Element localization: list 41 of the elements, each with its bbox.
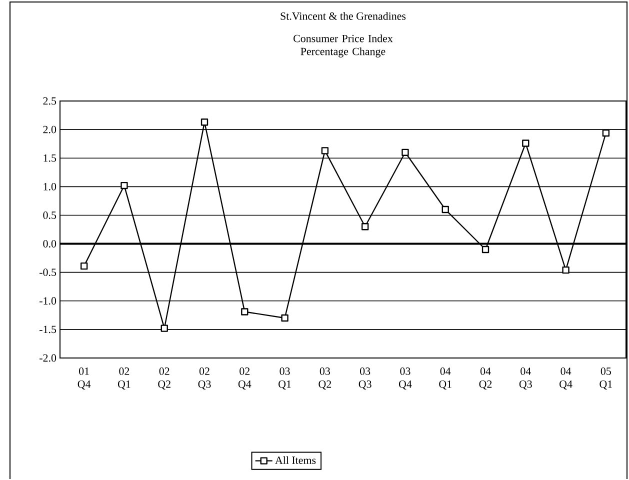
x-tick-label: 03 Q3: [358, 368, 372, 390]
point: [281, 314, 288, 322]
chart-subtitle: Consumer Price Index Percentage Change: [294, 34, 393, 58]
y-tick-label: -2.0: [40, 354, 56, 362]
point: [241, 308, 248, 316]
point: [442, 206, 449, 214]
x-tick-label: 04 Q1: [439, 368, 452, 390]
x-tick-label: 05 Q1: [600, 368, 612, 390]
y-tick-label: 0.5: [43, 212, 56, 220]
point: [200, 118, 208, 126]
x-tick-label: 03 Q4: [398, 368, 412, 390]
legend-label: All Items: [275, 456, 316, 464]
y-tick-label: 1.5: [44, 154, 56, 162]
point: [602, 130, 610, 137]
y-tick-label: -1.5: [40, 326, 56, 334]
point: [80, 262, 88, 270]
point: [361, 223, 369, 230]
point: [522, 140, 530, 148]
x-tick-label: 03 Q2: [318, 368, 332, 390]
point: [321, 147, 329, 155]
x-tick-label: 04 Q2: [479, 368, 492, 390]
y-tick-label: 2.0: [43, 126, 56, 134]
x-tick-label: 02 Q4: [238, 368, 252, 390]
chart-title: St.Vincent & the Grenadines: [280, 12, 406, 20]
y-tick-label: -0.5: [40, 268, 56, 276]
x-tick-label: 01 Q4: [78, 368, 91, 390]
y-tick-label: 2.5: [43, 98, 56, 105]
x-tick-label: 02 Q2: [158, 368, 170, 390]
point: [402, 149, 409, 156]
point: [482, 246, 490, 254]
x-tick-label: 02 Q1: [118, 368, 130, 390]
x-tick-label: 03 Q1: [278, 368, 291, 390]
x-tick-label: 04 Q4: [560, 368, 572, 390]
point: [120, 182, 128, 190]
y-tick-label: -1.0: [40, 297, 56, 305]
point: [160, 324, 168, 332]
x-tick-label: 02 Q3: [198, 368, 211, 390]
point: [562, 266, 570, 274]
y-tick-label: 0.0: [43, 240, 56, 248]
x-tick-label: 04 Q3: [519, 368, 532, 390]
y-tick-label: 1.0: [44, 183, 56, 191]
